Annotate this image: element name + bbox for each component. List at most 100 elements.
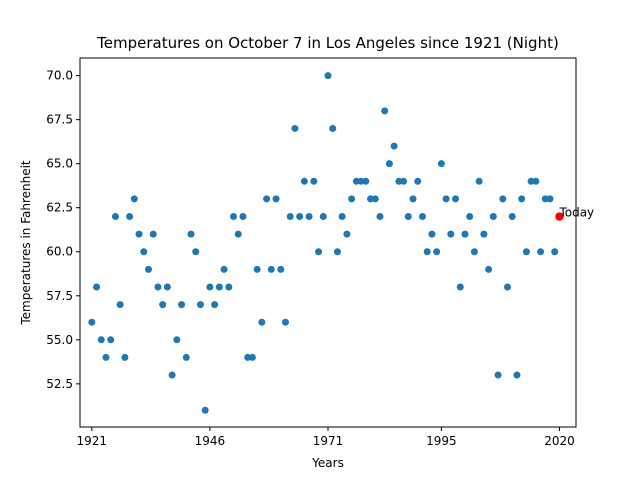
chart-title: Temperatures on October 7 in Los Angeles… xyxy=(96,34,559,52)
data-point xyxy=(551,248,559,256)
data-point xyxy=(211,301,219,309)
data-point xyxy=(324,72,332,80)
today-annotation: Today xyxy=(558,206,594,220)
data-point xyxy=(135,230,143,238)
y-tick-label: 65.0 xyxy=(46,157,73,171)
data-point xyxy=(442,195,450,203)
x-tick-label: 1946 xyxy=(195,434,226,448)
y-axis-ticks: 52.5 55.0 57.5 60.0 62.5 65.0 67.5 70.0 xyxy=(46,69,80,391)
data-point xyxy=(400,177,408,185)
data-point xyxy=(310,177,318,185)
data-point xyxy=(447,230,455,238)
y-tick-label: 70.0 xyxy=(46,69,73,83)
y-tick-label: 52.5 xyxy=(46,377,73,391)
data-point xyxy=(470,248,478,256)
data-point xyxy=(494,371,502,379)
data-point xyxy=(187,230,195,238)
data-point xyxy=(159,301,167,309)
data-point xyxy=(428,230,436,238)
data-point xyxy=(437,160,445,168)
data-point xyxy=(253,265,261,273)
data-point xyxy=(518,195,526,203)
data-point xyxy=(315,248,323,256)
data-point xyxy=(423,248,431,256)
data-point xyxy=(348,195,356,203)
x-tick-label: 1971 xyxy=(313,434,344,448)
data-point xyxy=(286,213,294,221)
data-point xyxy=(537,248,545,256)
data-point xyxy=(390,142,398,150)
data-point xyxy=(452,195,460,203)
data-point xyxy=(230,213,238,221)
data-point xyxy=(225,283,233,291)
data-point xyxy=(258,318,266,326)
data-point xyxy=(277,265,285,273)
x-axis-ticks: 1921 1946 1971 1995 2020 xyxy=(77,427,575,448)
data-point xyxy=(433,248,441,256)
plot-frame xyxy=(79,57,577,428)
data-point xyxy=(546,195,554,203)
today-point xyxy=(555,212,564,221)
data-point xyxy=(319,213,327,221)
data-point xyxy=(305,213,313,221)
data-point xyxy=(182,353,190,361)
data-point xyxy=(513,371,521,379)
data-point xyxy=(338,213,346,221)
data-point xyxy=(206,283,214,291)
x-axis-label: Years xyxy=(311,456,344,470)
data-point xyxy=(140,248,148,256)
data-point xyxy=(418,213,426,221)
data-point xyxy=(173,336,181,344)
data-point xyxy=(145,265,152,273)
data-point xyxy=(532,177,540,185)
data-point xyxy=(480,230,488,238)
data-point xyxy=(154,283,162,291)
y-axis-label: Temperatures in Fahrenheit xyxy=(19,160,33,326)
data-point xyxy=(263,195,271,203)
x-tick-label: 1921 xyxy=(77,434,108,448)
data-point xyxy=(215,283,223,291)
data-point xyxy=(248,353,256,361)
x-tick-label: 2020 xyxy=(544,434,575,448)
data-point xyxy=(461,230,469,238)
data-point xyxy=(466,213,474,221)
data-point xyxy=(93,283,101,291)
data-point xyxy=(281,318,289,326)
data-point xyxy=(333,248,341,256)
data-point xyxy=(385,160,393,168)
data-point xyxy=(267,265,275,273)
data-point xyxy=(456,283,464,291)
data-point xyxy=(329,124,337,132)
data-point xyxy=(107,336,115,344)
data-point xyxy=(192,248,200,256)
data-point xyxy=(130,195,138,203)
data-point xyxy=(97,336,105,344)
data-point xyxy=(102,353,110,361)
data-point xyxy=(362,177,370,185)
data-point xyxy=(296,213,304,221)
y-tick-label: 60.0 xyxy=(46,245,73,259)
data-point xyxy=(126,213,134,221)
y-tick-label: 67.5 xyxy=(46,113,73,127)
data-point xyxy=(300,177,308,185)
data-point xyxy=(475,177,483,185)
data-point xyxy=(272,195,280,203)
data-point xyxy=(504,283,511,291)
data-point xyxy=(508,213,516,221)
data-point xyxy=(291,124,299,132)
data-point xyxy=(201,406,209,414)
data-point xyxy=(196,301,204,309)
data-points xyxy=(88,72,564,414)
data-point xyxy=(414,177,422,185)
x-tick-label: 1995 xyxy=(426,434,457,448)
data-point xyxy=(121,353,129,361)
y-tick-label: 55.0 xyxy=(46,333,73,347)
data-point xyxy=(116,301,124,309)
data-point xyxy=(371,195,379,203)
data-point xyxy=(239,213,247,221)
data-point xyxy=(343,230,351,238)
data-point xyxy=(409,195,417,203)
y-tick-label: 62.5 xyxy=(46,201,73,215)
data-point xyxy=(489,213,497,221)
